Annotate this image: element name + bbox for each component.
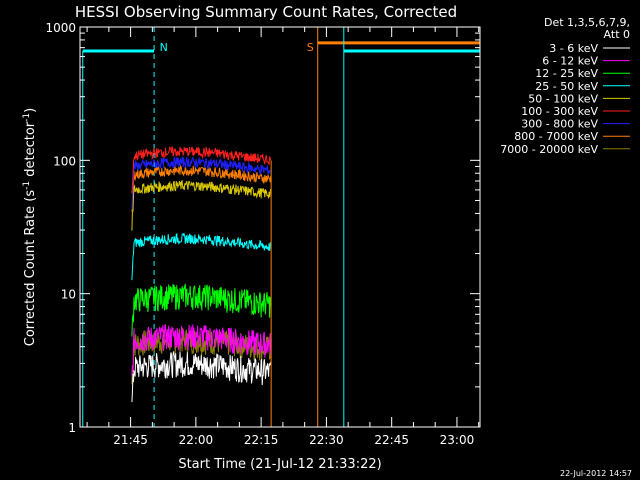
x-axis: 21:45 22:00 22:15 22:30 22:45 23:00	[86, 27, 480, 447]
x-tick-label: 22:15	[244, 433, 279, 447]
y-axis-label-mid: detector	[23, 121, 38, 181]
x-tick-label: 21:45	[113, 433, 148, 447]
y-tick-label: 100	[53, 154, 76, 168]
series-line	[131, 163, 272, 212]
y-axis-label: Corrected Count Rate (s-1 detector-1)	[22, 108, 38, 346]
y-axis-label-sup2: -1	[22, 113, 32, 122]
legend-header-attenuator: Att 0	[604, 28, 630, 41]
legend-entry-label: 100 - 300 keV	[521, 105, 598, 118]
x-tick-label: 22:30	[309, 433, 344, 447]
y-tick-label: 1	[68, 421, 76, 435]
y-axis: 1 10 100 1000	[45, 21, 480, 435]
annotation-label: N	[160, 41, 168, 54]
series-line	[131, 232, 272, 281]
y-tick-label: 10	[61, 288, 76, 302]
series-line	[131, 155, 272, 210]
footer-timestamp: 22-Jul-2012 14:57	[560, 469, 632, 478]
plot-frame	[79, 26, 481, 428]
legend-entry-label: 25 - 50 keV	[535, 80, 598, 93]
annotation-label: S	[307, 41, 314, 54]
series-line	[131, 146, 272, 194]
x-axis-label: Start Time (21-Jul-12 21:33:22)	[178, 457, 381, 472]
x-tick-label: 22:45	[374, 433, 409, 447]
legend-entry-label: 50 - 100 keV	[528, 92, 598, 105]
y-axis-label-sup1: -1	[22, 181, 32, 190]
legend-header-detectors: Det 1,3,5,6,7,9,	[544, 16, 630, 29]
series-line	[131, 179, 272, 231]
legend-entry-label: 3 - 6 keV	[549, 42, 598, 55]
legend-entry-label: 7000 - 20000 keV	[500, 143, 598, 156]
series-line	[131, 351, 272, 403]
chart-title: HESSI Observing Summary Count Rates, Cor…	[75, 3, 457, 21]
x-tick-label: 22:00	[179, 433, 214, 447]
legend-entry-label: 12 - 25 keV	[535, 67, 598, 80]
series-line	[131, 282, 272, 337]
y-axis-label-end: )	[23, 108, 38, 113]
x-tick-label: 23:00	[440, 433, 475, 447]
legend-entry-label: 300 - 800 keV	[521, 118, 598, 131]
y-tick-label: 1000	[45, 21, 76, 35]
legend-entry-label: 6 - 12 keV	[542, 55, 598, 68]
legend-entry-label: 800 - 7000 keV	[514, 130, 598, 143]
y-axis-label-main: Corrected Count Rate (s	[23, 190, 38, 347]
series-line	[131, 324, 272, 376]
